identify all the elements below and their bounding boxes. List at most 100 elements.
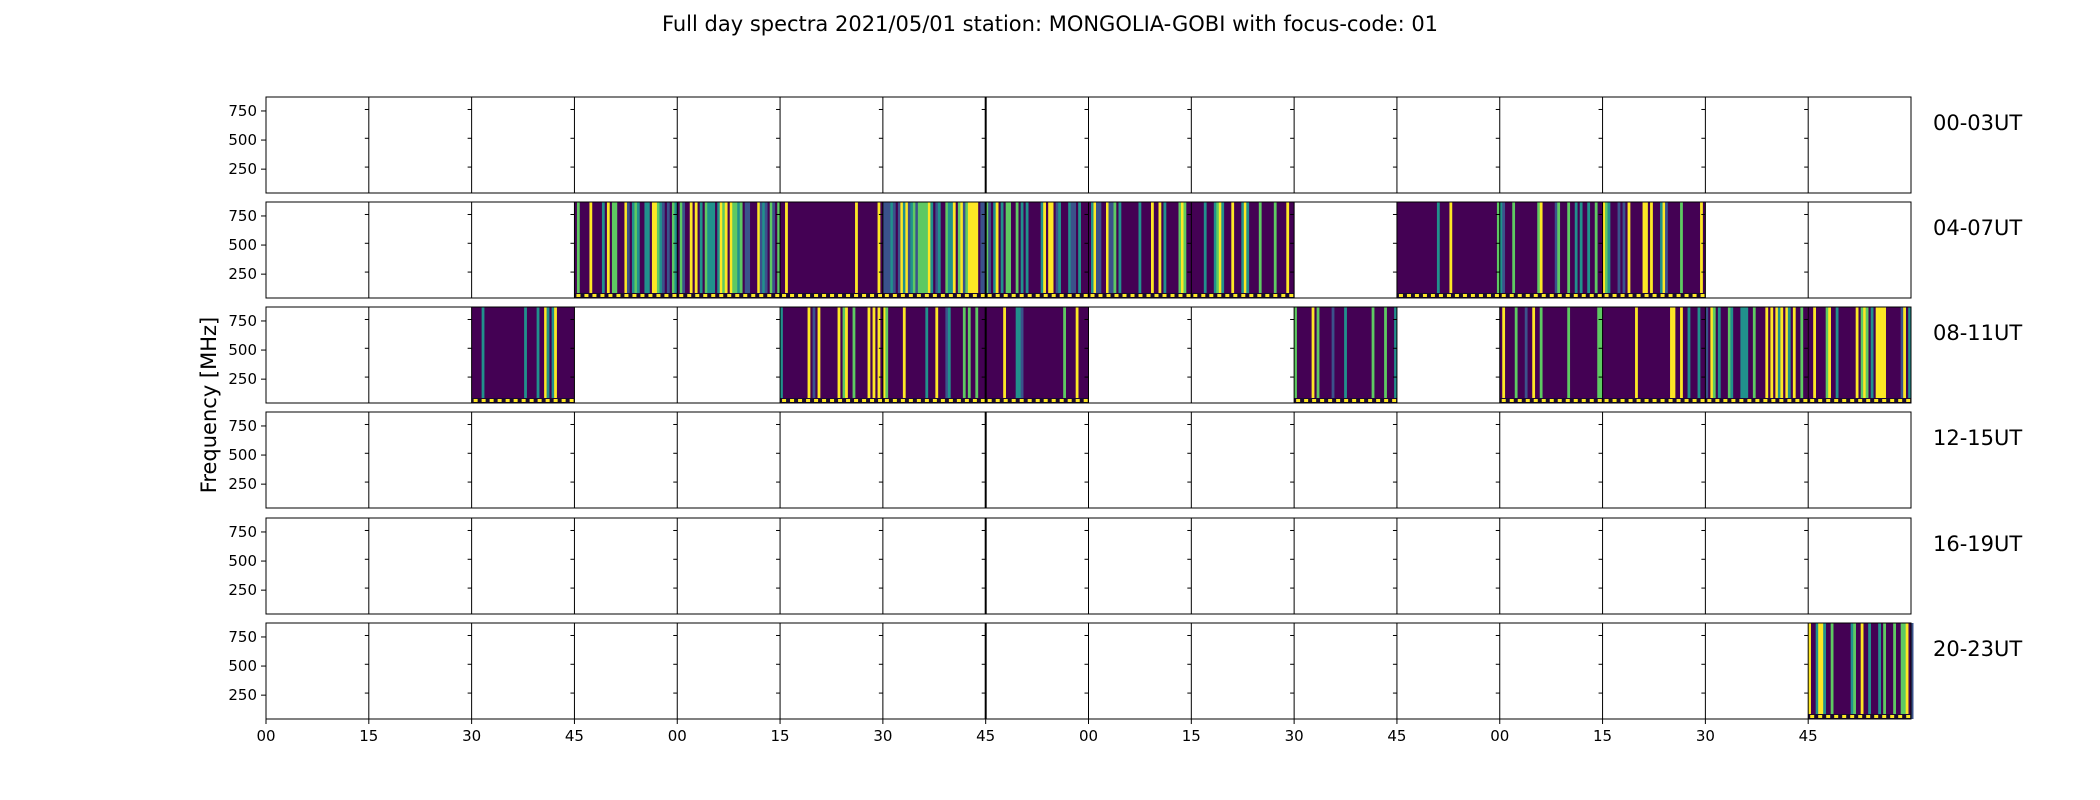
band-marker	[1035, 399, 1040, 402]
band-marker	[924, 294, 929, 297]
band-marker	[1138, 294, 1143, 297]
band-marker	[1501, 294, 1506, 297]
spectrum-stripe	[1221, 202, 1225, 298]
spectrum-stripe	[1717, 307, 1721, 403]
y-tick-label: 500	[228, 236, 257, 254]
band-marker	[703, 294, 708, 297]
band-marker	[1059, 294, 1064, 297]
spectrum-stripe	[965, 202, 969, 298]
spectrum-stripe	[1792, 307, 1796, 403]
spectrum-stripe	[1163, 202, 1167, 298]
spectrum-stripe	[1106, 202, 1109, 298]
spectrum-stripe	[872, 307, 876, 403]
spectrum-stripe	[719, 202, 723, 298]
band-marker	[1059, 399, 1064, 402]
band-marker	[987, 399, 992, 402]
spectrum-stripe	[704, 202, 708, 298]
spectrum-stripe	[1730, 307, 1734, 403]
band-marker	[1019, 294, 1024, 297]
spectrum-stripe	[611, 202, 615, 298]
band-marker	[1597, 294, 1602, 297]
band-marker	[1644, 399, 1649, 402]
band-marker	[790, 294, 795, 297]
spectrum-stripe	[867, 307, 871, 403]
spectrum-stripe	[1680, 202, 1683, 298]
spectrum-stripe	[1808, 623, 1811, 719]
spectrum-stripe	[1020, 202, 1024, 298]
spectrum-stripe	[1502, 202, 1506, 298]
spectrum-stripe	[671, 202, 675, 298]
spectrum-stripe	[1203, 202, 1207, 298]
spectrum-stripe	[950, 202, 954, 298]
band-marker	[972, 399, 977, 402]
spectrum-stripe	[1830, 623, 1834, 719]
spectrum-stripe	[1893, 623, 1896, 719]
spectrum-stripe	[1096, 202, 1099, 298]
band-marker	[822, 399, 827, 402]
spectrum-segment	[1499, 202, 1603, 298]
spectrum-stripe	[995, 202, 999, 298]
spectrum-stripe	[1000, 202, 1004, 298]
band-marker	[1478, 294, 1483, 297]
spectrum-stripe	[937, 202, 941, 298]
spectrum-stripe	[606, 202, 610, 298]
spectrum-stripe	[970, 202, 974, 298]
x-tick-label: 30	[462, 727, 481, 745]
y-tick-label: 250	[228, 475, 257, 493]
spectrum-stripe	[769, 202, 773, 298]
x-tick-label: 45	[1799, 727, 1818, 745]
spectrum-stripe	[1670, 307, 1673, 403]
band-marker	[900, 399, 905, 402]
band-marker	[980, 399, 985, 402]
band-marker	[1850, 715, 1855, 718]
spectrum-stripe	[1512, 202, 1516, 298]
spectrum-stripe	[1878, 307, 1881, 403]
band-marker	[537, 399, 542, 402]
band-marker	[870, 294, 875, 297]
band-marker	[1083, 399, 1088, 402]
row-label: 20-23UT	[1933, 637, 2022, 661]
spectrum-background	[1499, 202, 1603, 298]
spectrum-stripe	[852, 307, 856, 403]
spectrum-background	[780, 307, 883, 403]
spectrum-stripe	[1158, 202, 1162, 298]
band-marker	[956, 294, 961, 297]
band-marker	[790, 399, 795, 402]
spectrum-stripe	[1910, 623, 1914, 719]
band-marker	[1438, 294, 1443, 297]
spectrum-segment	[677, 202, 783, 298]
panel-row: 750 500 250 00-03UT	[228, 96, 2022, 194]
band-marker	[980, 294, 985, 297]
spectrum-stripe	[1078, 202, 1081, 298]
spectrum-stripe	[1617, 202, 1621, 298]
band-marker	[1636, 294, 1641, 297]
band-marker	[695, 294, 700, 297]
spectrum-stripe	[1860, 307, 1864, 403]
spectrum-stripe	[922, 202, 926, 298]
spectrum-stripe	[1020, 307, 1024, 403]
spectrum-stripe	[1113, 202, 1117, 298]
band-marker	[1652, 294, 1657, 297]
band-marker	[1114, 294, 1119, 297]
band-marker	[1470, 294, 1475, 297]
panel-row: 750 500 250 20-23UT	[228, 622, 2022, 720]
spectrum-stripe	[975, 307, 979, 403]
row-label: 08-11UT	[1933, 321, 2022, 345]
spectrum-stripe	[1286, 202, 1290, 298]
spectrum-stripe	[1514, 307, 1518, 403]
band-marker	[1398, 294, 1403, 297]
band-marker	[1628, 294, 1633, 297]
band-marker	[1051, 294, 1056, 297]
spectrum-stripe	[1311, 307, 1315, 403]
spectrum-stripe	[1524, 307, 1528, 403]
y-tick-label: 500	[228, 446, 257, 464]
band-marker	[1604, 399, 1609, 402]
band-marker	[1376, 399, 1381, 402]
band-marker	[1826, 715, 1831, 718]
spectrum-stripe	[1820, 623, 1824, 719]
spectrum-stripe	[1436, 202, 1440, 298]
spectrum-stripe	[910, 202, 914, 298]
band-marker	[854, 294, 859, 297]
band-marker	[862, 399, 867, 402]
band-marker	[1834, 715, 1839, 718]
